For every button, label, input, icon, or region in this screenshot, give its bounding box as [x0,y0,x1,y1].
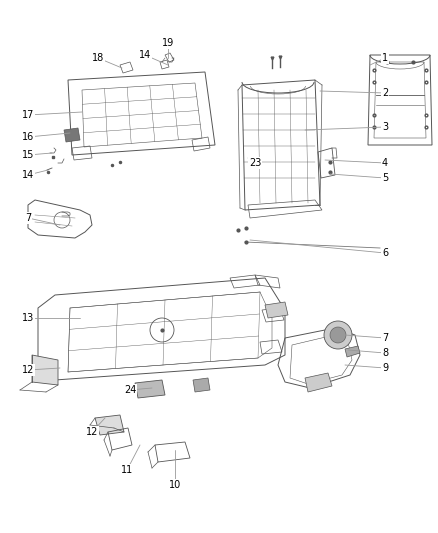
Polygon shape [64,128,80,142]
Text: 23: 23 [249,158,261,168]
Polygon shape [345,346,360,357]
Polygon shape [135,380,165,398]
Circle shape [330,327,346,343]
Text: 9: 9 [382,363,388,373]
Text: 7: 7 [25,213,31,223]
Text: 11: 11 [121,465,133,475]
Text: 7: 7 [382,333,388,343]
Polygon shape [193,378,210,392]
Text: 13: 13 [22,313,34,323]
Text: 14: 14 [22,170,34,180]
Text: 12: 12 [22,365,34,375]
Text: 15: 15 [22,150,34,160]
Text: 5: 5 [382,173,388,183]
Polygon shape [305,373,332,392]
Text: 17: 17 [22,110,34,120]
Text: 19: 19 [162,38,174,48]
Text: 16: 16 [22,132,34,142]
Text: 2: 2 [382,88,388,98]
Text: 24: 24 [124,385,136,395]
Polygon shape [32,355,58,385]
Text: 8: 8 [382,348,388,358]
Text: 6: 6 [382,248,388,258]
Text: 10: 10 [169,480,181,490]
Text: 12: 12 [86,427,98,437]
Text: 14: 14 [139,50,151,60]
Polygon shape [95,415,124,435]
Text: 3: 3 [382,122,388,132]
Text: 18: 18 [92,53,104,63]
Text: 1: 1 [382,53,388,63]
Text: 4: 4 [382,158,388,168]
Polygon shape [265,302,288,318]
Circle shape [324,321,352,349]
